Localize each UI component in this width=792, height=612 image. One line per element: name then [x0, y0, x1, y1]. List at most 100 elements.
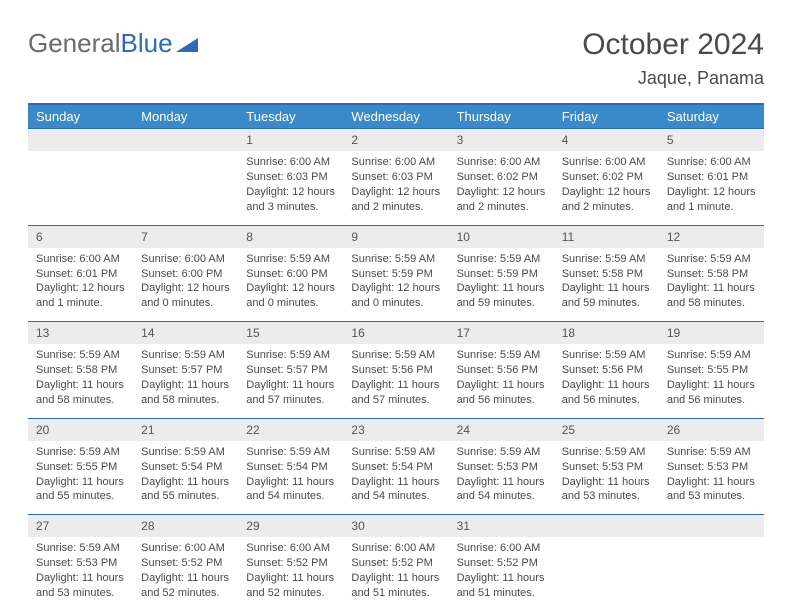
calendar-header-row: SundayMondayTuesdayWednesdayThursdayFrid…: [28, 104, 764, 129]
day-number: 6: [28, 226, 133, 248]
logo-triangle-icon: [176, 28, 198, 59]
sunset-line: Sunset: 6:00 PM: [141, 267, 230, 282]
daylight-line: Daylight: 11 hours and 58 minutes.: [667, 281, 756, 311]
daylight-line: Daylight: 12 hours and 3 minutes.: [246, 185, 335, 215]
sunrise-line: Sunrise: 6:00 AM: [141, 541, 230, 556]
day-number: 24: [449, 419, 554, 441]
daylight-line: Daylight: 11 hours and 55 minutes.: [141, 475, 230, 505]
day-body: Sunrise: 5:59 AMSunset: 5:53 PMDaylight:…: [659, 441, 764, 514]
calendar-week-row: 13Sunrise: 5:59 AMSunset: 5:58 PMDayligh…: [28, 322, 764, 419]
daylight-line: Daylight: 11 hours and 54 minutes.: [457, 475, 546, 505]
day-number: 2: [343, 129, 448, 151]
calendar-day-cell: 13Sunrise: 5:59 AMSunset: 5:58 PMDayligh…: [28, 322, 133, 419]
sunrise-line: Sunrise: 5:59 AM: [141, 348, 230, 363]
calendar-day-cell: 2Sunrise: 6:00 AMSunset: 6:03 PMDaylight…: [343, 129, 448, 226]
sunset-line: Sunset: 5:58 PM: [667, 267, 756, 282]
sunrise-line: Sunrise: 5:59 AM: [36, 348, 125, 363]
day-body: Sunrise: 5:59 AMSunset: 5:53 PMDaylight:…: [28, 537, 133, 610]
sunrise-line: Sunrise: 5:59 AM: [36, 445, 125, 460]
weekday-header: Sunday: [28, 104, 133, 129]
daylight-line: Daylight: 12 hours and 1 minute.: [667, 185, 756, 215]
calendar-day-cell: 4Sunrise: 6:00 AMSunset: 6:02 PMDaylight…: [554, 129, 659, 226]
calendar-day-cell: [133, 129, 238, 226]
sunset-line: Sunset: 5:55 PM: [36, 460, 125, 475]
sunset-line: Sunset: 5:58 PM: [562, 267, 651, 282]
calendar-day-cell: 27Sunrise: 5:59 AMSunset: 5:53 PMDayligh…: [28, 515, 133, 611]
day-body: Sunrise: 5:59 AMSunset: 5:53 PMDaylight:…: [449, 441, 554, 514]
calendar-week-row: 6Sunrise: 6:00 AMSunset: 6:01 PMDaylight…: [28, 225, 764, 322]
calendar-day-cell: 17Sunrise: 5:59 AMSunset: 5:56 PMDayligh…: [449, 322, 554, 419]
weekday-header: Thursday: [449, 104, 554, 129]
day-body: Sunrise: 5:59 AMSunset: 5:58 PMDaylight:…: [554, 248, 659, 321]
sunset-line: Sunset: 6:02 PM: [562, 170, 651, 185]
calendar-day-cell: 9Sunrise: 5:59 AMSunset: 5:59 PMDaylight…: [343, 225, 448, 322]
daylight-line: Daylight: 11 hours and 56 minutes.: [667, 378, 756, 408]
sunset-line: Sunset: 5:59 PM: [457, 267, 546, 282]
day-number: 28: [133, 515, 238, 537]
calendar-day-cell: 25Sunrise: 5:59 AMSunset: 5:53 PMDayligh…: [554, 418, 659, 515]
sunset-line: Sunset: 6:01 PM: [36, 267, 125, 282]
day-body: Sunrise: 6:00 AMSunset: 6:01 PMDaylight:…: [28, 248, 133, 321]
sunset-line: Sunset: 5:56 PM: [562, 363, 651, 378]
daylight-line: Daylight: 11 hours and 58 minutes.: [141, 378, 230, 408]
sunrise-line: Sunrise: 5:59 AM: [562, 445, 651, 460]
day-body: Sunrise: 5:59 AMSunset: 6:00 PMDaylight:…: [238, 248, 343, 321]
calendar-day-cell: 5Sunrise: 6:00 AMSunset: 6:01 PMDaylight…: [659, 129, 764, 226]
day-number: 7: [133, 226, 238, 248]
day-number: 10: [449, 226, 554, 248]
daylight-line: Daylight: 11 hours and 56 minutes.: [457, 378, 546, 408]
calendar-day-cell: 1Sunrise: 6:00 AMSunset: 6:03 PMDaylight…: [238, 129, 343, 226]
daylight-line: Daylight: 12 hours and 1 minute.: [36, 281, 125, 311]
calendar-day-cell: 28Sunrise: 6:00 AMSunset: 5:52 PMDayligh…: [133, 515, 238, 611]
month-title: October 2024: [582, 28, 764, 62]
daylight-line: Daylight: 11 hours and 52 minutes.: [246, 571, 335, 601]
sunset-line: Sunset: 5:53 PM: [667, 460, 756, 475]
sunrise-line: Sunrise: 6:00 AM: [246, 541, 335, 556]
sunrise-line: Sunrise: 5:59 AM: [457, 445, 546, 460]
day-body: Sunrise: 6:00 AMSunset: 6:03 PMDaylight:…: [343, 151, 448, 224]
day-body: Sunrise: 6:00 AMSunset: 5:52 PMDaylight:…: [449, 537, 554, 610]
day-number: 5: [659, 129, 764, 151]
day-number: 21: [133, 419, 238, 441]
calendar-day-cell: 12Sunrise: 5:59 AMSunset: 5:58 PMDayligh…: [659, 225, 764, 322]
day-body: Sunrise: 5:59 AMSunset: 5:55 PMDaylight:…: [659, 344, 764, 417]
day-body: Sunrise: 5:59 AMSunset: 5:56 PMDaylight:…: [449, 344, 554, 417]
calendar-table: SundayMondayTuesdayWednesdayThursdayFrid…: [28, 103, 764, 611]
sunset-line: Sunset: 5:53 PM: [36, 556, 125, 571]
day-body: Sunrise: 5:59 AMSunset: 5:57 PMDaylight:…: [238, 344, 343, 417]
daylight-line: Daylight: 11 hours and 56 minutes.: [562, 378, 651, 408]
day-number: 4: [554, 129, 659, 151]
day-number-empty: [554, 515, 659, 537]
calendar-day-cell: 18Sunrise: 5:59 AMSunset: 5:56 PMDayligh…: [554, 322, 659, 419]
sunrise-line: Sunrise: 5:59 AM: [562, 348, 651, 363]
day-body: Sunrise: 5:59 AMSunset: 5:59 PMDaylight:…: [343, 248, 448, 321]
sunset-line: Sunset: 6:03 PM: [246, 170, 335, 185]
daylight-line: Daylight: 12 hours and 2 minutes.: [457, 185, 546, 215]
calendar-day-cell: 21Sunrise: 5:59 AMSunset: 5:54 PMDayligh…: [133, 418, 238, 515]
daylight-line: Daylight: 11 hours and 58 minutes.: [36, 378, 125, 408]
calendar-day-cell: 20Sunrise: 5:59 AMSunset: 5:55 PMDayligh…: [28, 418, 133, 515]
sunset-line: Sunset: 5:56 PM: [351, 363, 440, 378]
day-body: Sunrise: 5:59 AMSunset: 5:53 PMDaylight:…: [554, 441, 659, 514]
daylight-line: Daylight: 11 hours and 57 minutes.: [351, 378, 440, 408]
daylight-line: Daylight: 11 hours and 51 minutes.: [457, 571, 546, 601]
sunrise-line: Sunrise: 5:59 AM: [457, 252, 546, 267]
sunrise-line: Sunrise: 6:00 AM: [457, 541, 546, 556]
day-number: 14: [133, 322, 238, 344]
sunrise-line: Sunrise: 5:59 AM: [141, 445, 230, 460]
sunrise-line: Sunrise: 5:59 AM: [667, 445, 756, 460]
calendar-day-cell: 30Sunrise: 6:00 AMSunset: 5:52 PMDayligh…: [343, 515, 448, 611]
sunset-line: Sunset: 5:53 PM: [457, 460, 546, 475]
daylight-line: Daylight: 11 hours and 53 minutes.: [562, 475, 651, 505]
calendar-day-cell: 15Sunrise: 5:59 AMSunset: 5:57 PMDayligh…: [238, 322, 343, 419]
day-number: 11: [554, 226, 659, 248]
sunrise-line: Sunrise: 6:00 AM: [457, 155, 546, 170]
sunset-line: Sunset: 5:57 PM: [246, 363, 335, 378]
daylight-line: Daylight: 12 hours and 0 minutes.: [141, 281, 230, 311]
day-number: 25: [554, 419, 659, 441]
day-body: Sunrise: 6:00 AMSunset: 6:02 PMDaylight:…: [449, 151, 554, 224]
sunrise-line: Sunrise: 6:00 AM: [351, 541, 440, 556]
calendar-day-cell: 16Sunrise: 5:59 AMSunset: 5:56 PMDayligh…: [343, 322, 448, 419]
sunrise-line: Sunrise: 5:59 AM: [246, 348, 335, 363]
day-number: 29: [238, 515, 343, 537]
